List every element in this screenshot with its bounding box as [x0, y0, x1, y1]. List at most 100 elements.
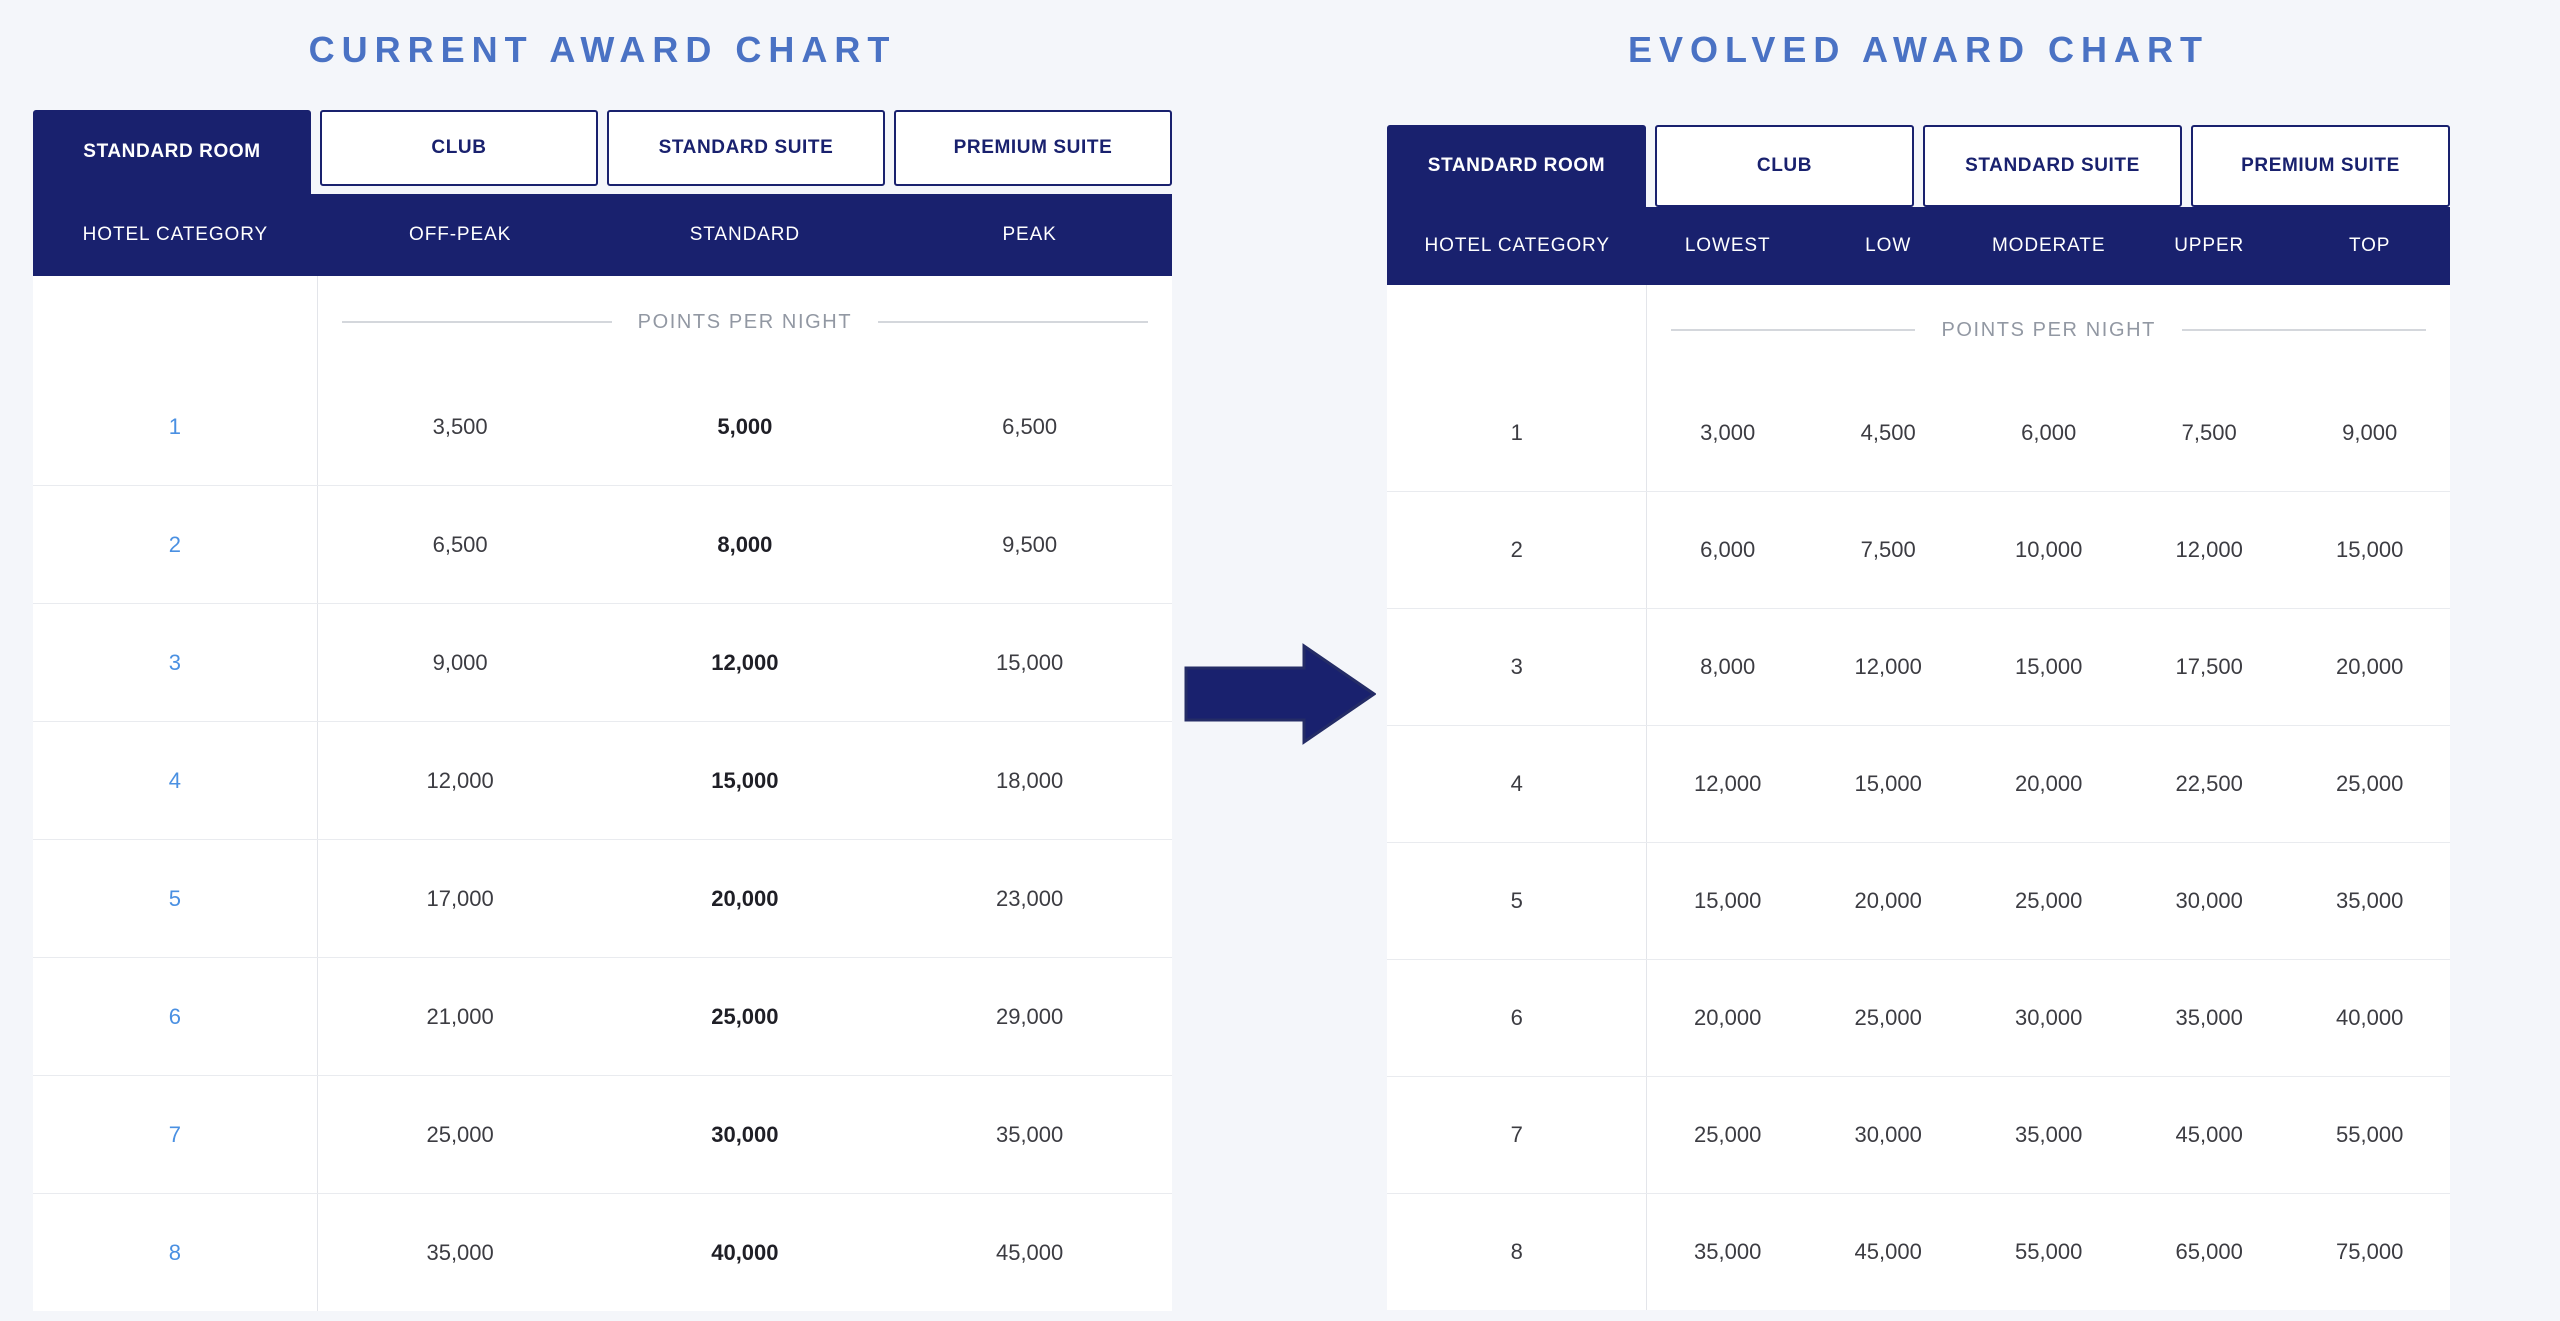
- tab-club[interactable]: CLUB: [1655, 125, 1914, 207]
- current-chart-room-tabs: STANDARD ROOM CLUB STANDARD SUITE PREMIUM S…: [33, 110, 1172, 194]
- points-cell: 35,000: [2175, 1005, 2243, 1030]
- column-header-peak: PEAK: [1002, 224, 1057, 245]
- category-link[interactable]: 6: [168, 1003, 181, 1029]
- points-band-spacer: [1387, 285, 1648, 375]
- points-cell: 30,000: [2015, 1005, 2083, 1030]
- table-row-category-6: 6 20,000 25,000 30,000 35,000 40,000: [1387, 959, 2450, 1076]
- hotel-category-cell: 8: [33, 1194, 318, 1311]
- points-cell: 3,000: [1700, 420, 1756, 445]
- points-band-label-area: POINTS PER NIGHT: [1647, 285, 2450, 375]
- table-row-category-2: 2 6,000 7,500 10,000 12,000 15,000: [1387, 491, 2450, 608]
- table-row-category-5: 5 15,000 20,000 25,000 30,000 35,000: [1387, 842, 2450, 959]
- category-link[interactable]: 5: [168, 885, 181, 911]
- points-cell: 12,000: [1854, 654, 1922, 679]
- points-cell: 35,000: [1694, 1239, 1762, 1264]
- column-header-lowest: LOWEST: [1684, 235, 1771, 256]
- points-cell: 6,000: [1700, 537, 1756, 562]
- points-cell: 75,000: [2336, 1239, 2404, 1264]
- category-link[interactable]: 1: [168, 413, 181, 439]
- points-cell: 20,000: [1694, 1005, 1762, 1030]
- points-cell: 12,000: [426, 767, 494, 793]
- evolved-chart-body: POINTS PER NIGHT 1 3,000 4,500 6,000 7,500 9,…: [1387, 285, 2450, 1310]
- points-cell: 5,000: [717, 413, 773, 439]
- points-cell: 45,000: [2175, 1122, 2243, 1147]
- points-cell: 18,000: [995, 767, 1064, 793]
- points-cell: 25,000: [2015, 888, 2083, 913]
- points-per-night-band: POINTS PER NIGHT: [33, 276, 1172, 368]
- category-link[interactable]: 8: [168, 1239, 181, 1265]
- points-cell: 25,000: [1694, 1122, 1762, 1147]
- points-cell: 30,000: [2175, 888, 2243, 913]
- points-cell: 15,000: [1694, 888, 1762, 913]
- points-cell: 17,500: [2175, 654, 2243, 679]
- points-cell: 15,000: [995, 649, 1064, 675]
- points-cell: 30,000: [1854, 1122, 1922, 1147]
- evolved-award-chart-panel: EVOLVED AWARD CHART STANDARD ROOM CLUB STA…: [1387, 0, 2450, 1321]
- points-cell: 25,000: [1854, 1005, 1922, 1030]
- column-header-hotel-category: HOTEL CATEGORY: [82, 224, 269, 245]
- tab-club[interactable]: CLUB: [320, 110, 598, 186]
- evolved-chart-room-tabs: STANDARD ROOM CLUB STANDARD SUITE PREMIUM S…: [1387, 125, 2450, 207]
- table-row-category-6: 6 21,000 25,000 29,000: [33, 957, 1172, 1075]
- points-cell: 10,000: [2015, 537, 2083, 562]
- tab-premium-suite[interactable]: PREMIUM SUITE: [2191, 125, 2450, 207]
- table-row-category-3: 3 9,000 12,000 15,000: [33, 603, 1172, 721]
- points-per-night-label: POINTS PER NIGHT: [637, 310, 853, 333]
- points-cell: 9,000: [432, 649, 488, 675]
- tab-standard-suite[interactable]: STANDARD SUITE: [607, 110, 885, 186]
- divider-line: [1671, 329, 1916, 331]
- points-cell: 17,000: [426, 885, 494, 911]
- hotel-category-cell: 2: [1387, 492, 1648, 608]
- points-cell: 45,000: [995, 1239, 1064, 1265]
- evolved-chart-rows: 1 3,000 4,500 6,000 7,500 9,000 2 6,000 7,500 10,…: [1387, 375, 2450, 1310]
- points-cell: 55,000: [2336, 1122, 2404, 1147]
- tab-standard-room[interactable]: STANDARD ROOM: [33, 110, 311, 194]
- points-cell: 15,000: [1854, 771, 1922, 796]
- points-per-night-label: POINTS PER NIGHT: [1941, 318, 2156, 341]
- points-cell: 35,000: [2336, 888, 2404, 913]
- hotel-category-cell: 8: [1387, 1194, 1648, 1310]
- points-cell: 23,000: [995, 885, 1064, 911]
- category-link[interactable]: 3: [168, 649, 181, 675]
- tab-standard-suite[interactable]: STANDARD SUITE: [1923, 125, 2182, 207]
- category-link[interactable]: 2: [168, 531, 181, 557]
- points-cell: 45,000: [1854, 1239, 1922, 1264]
- points-cell: 30,000: [711, 1121, 779, 1147]
- table-row-category-4: 4 12,000 15,000 18,000: [33, 721, 1172, 839]
- points-cell: 12,000: [1694, 771, 1762, 796]
- category-link[interactable]: 4: [168, 767, 181, 793]
- table-row-category-1: 1 3,500 5,000 6,500: [33, 368, 1172, 485]
- tab-standard-room[interactable]: STANDARD ROOM: [1387, 125, 1646, 207]
- points-cell: 25,000: [426, 1121, 494, 1147]
- points-cell: 6,500: [432, 531, 488, 557]
- hotel-category-cell: 4: [33, 722, 318, 839]
- table-row-category-1: 1 3,000 4,500 6,000 7,500 9,000: [1387, 375, 2450, 491]
- points-cell: 35,000: [426, 1239, 494, 1265]
- points-cell: 25,000: [711, 1003, 779, 1029]
- transition-arrow-zone: [1172, 0, 1387, 1321]
- tab-premium-suite[interactable]: PREMIUM SUITE: [894, 110, 1172, 186]
- points-cell: 35,000: [995, 1121, 1064, 1147]
- hotel-category-cell: 1: [33, 368, 318, 485]
- column-header-top: TOP: [2348, 235, 2391, 256]
- column-header-hotel-category: HOTEL CATEGORY: [1424, 235, 1610, 256]
- points-cell: 25,000: [2336, 771, 2404, 796]
- evolved-award-table: STANDARD ROOM CLUB STANDARD SUITE PREMIUM S…: [1387, 125, 2450, 1310]
- hotel-category-cell: 6: [1387, 960, 1648, 1076]
- hotel-category-cell: 7: [33, 1076, 318, 1193]
- points-cell: 40,000: [711, 1239, 779, 1265]
- arrow-right-icon: [1184, 643, 1376, 745]
- evolved-chart-header-row: HOTEL CATEGORY LOWEST LOW MODERATE UPPER TOP: [1387, 207, 2450, 285]
- current-chart-rows: 1 3,500 5,000 6,500 2 6,500 8,000 9,500 3 9,000 12…: [33, 368, 1172, 1311]
- current-chart-header-row: HOTEL CATEGORY OFF-PEAK STANDARD PEAK: [33, 194, 1172, 276]
- points-cell: 22,500: [2175, 771, 2243, 796]
- current-award-chart-panel: CURRENT AWARD CHART STANDARD ROOM CLUB STA…: [33, 0, 1172, 1321]
- hotel-category-cell: 7: [1387, 1077, 1648, 1193]
- hotel-category-cell: 5: [33, 840, 318, 957]
- category-link[interactable]: 7: [168, 1121, 181, 1147]
- current-chart-title: CURRENT AWARD CHART: [308, 29, 897, 70]
- points-cell: 55,000: [2015, 1239, 2083, 1264]
- table-row-category-7: 7 25,000 30,000 35,000: [33, 1075, 1172, 1193]
- points-band-spacer: [33, 276, 318, 368]
